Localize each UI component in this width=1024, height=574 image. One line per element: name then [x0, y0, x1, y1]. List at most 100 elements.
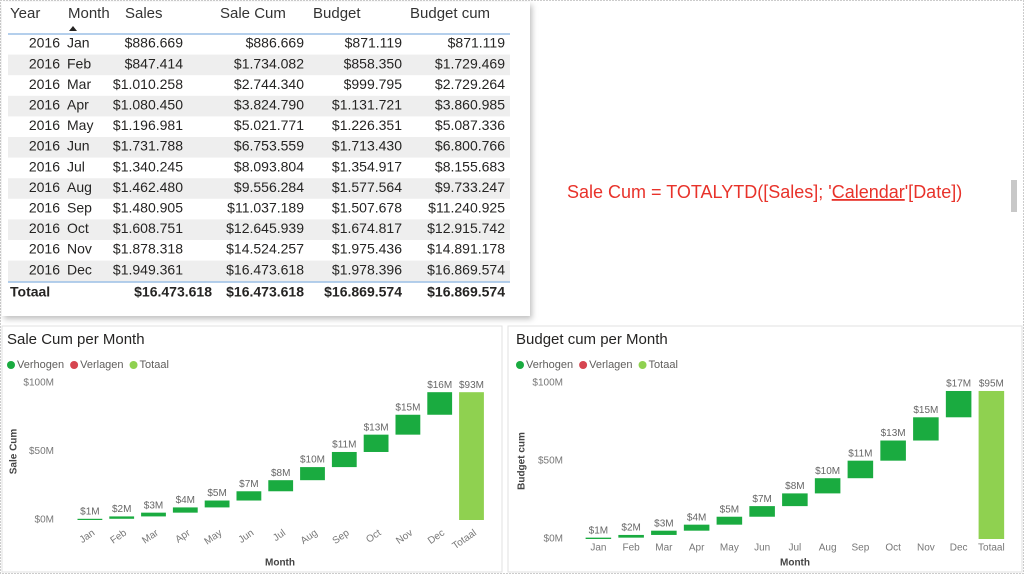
table-cell: May	[67, 117, 93, 133]
sort-arrow	[69, 26, 77, 31]
table-cell: 2016	[29, 200, 60, 216]
y-axis-title: Sale Cum	[9, 429, 20, 475]
legend-label: Verhogen	[526, 359, 573, 371]
waterfall-bar	[913, 417, 939, 441]
waterfall-bar	[363, 434, 389, 452]
data-label: $7M	[239, 479, 258, 490]
x-tick-label: Jan	[590, 543, 606, 554]
table-cell: Mar	[67, 76, 91, 92]
row-stripe	[8, 178, 510, 199]
data-label: $11M	[848, 448, 872, 459]
data-label: $95M	[979, 379, 1004, 390]
legend-marker	[70, 361, 79, 369]
row-stripe	[8, 137, 510, 158]
data-label: $5M	[720, 504, 739, 515]
waterfall-bar	[236, 491, 262, 501]
scrollbar[interactable]	[1011, 180, 1017, 212]
table-cell: $1.131.721	[332, 97, 402, 113]
column-header: Year	[10, 5, 40, 22]
waterfall-bar	[427, 392, 453, 415]
table-cell: $3.860.985	[435, 97, 505, 113]
y-tick-label: $50M	[538, 456, 563, 467]
table-cell: $14.891.178	[427, 241, 505, 257]
data-label: $11M	[332, 440, 356, 451]
legend-label: Verlagen	[80, 359, 123, 371]
column-header: Budget cum	[410, 5, 490, 22]
y-tick-label: $50M	[29, 446, 54, 457]
legend-label: Verhogen	[17, 359, 64, 371]
data-label: $10M	[815, 466, 840, 477]
waterfall-bar	[77, 518, 103, 520]
table-cell: 2016	[29, 76, 60, 92]
table-cell: 2016	[29, 97, 60, 113]
table: Year Month Sales Sale Cum Budget Budget cum 20…	[8, 5, 510, 300]
table-cell: 2016	[29, 35, 60, 51]
table-cell: Jan	[67, 35, 90, 51]
table-cell: $1.080.450	[113, 97, 183, 113]
table-cell: $8.155.683	[435, 158, 505, 174]
left-chart-panel	[1, 325, 503, 573]
table-cell: $12.915.742	[427, 220, 505, 236]
x-tick-label: Jun	[754, 543, 770, 554]
table-cell: 2016	[29, 55, 60, 71]
x-tick-label: Oct	[885, 543, 901, 554]
data-label: $1M	[589, 525, 608, 536]
table-cell: $858.350	[344, 55, 403, 71]
waterfall-bar	[204, 500, 230, 508]
data-label: $4M	[176, 495, 195, 506]
legend-label: Totaal	[140, 359, 169, 371]
table-cell: $1.674.817	[332, 220, 402, 236]
waterfall-bar	[782, 493, 808, 507]
table-cell: $1.340.245	[113, 158, 183, 174]
table-cell: $1.975.436	[332, 241, 402, 257]
table-cell: $5.021.771	[234, 117, 304, 133]
waterfall-bar	[395, 414, 421, 435]
table-cell: $8.093.804	[234, 158, 304, 174]
formula-text: Sale Cum = TOTALYTD([Sales]; 'Calendar'[…	[567, 182, 962, 202]
table-cell: Nov	[67, 241, 92, 257]
waterfall-bar	[651, 530, 677, 535]
table-cell: $1.354.917	[332, 158, 402, 174]
table-cell: $6.753.559	[234, 138, 304, 154]
data-label: $15M	[913, 405, 938, 416]
table-cell: Feb	[67, 55, 91, 71]
column-header: Month	[68, 5, 110, 22]
data-label: $17M	[946, 379, 971, 390]
formula-part: '[Date])	[905, 182, 962, 202]
y-tick-label: $0M	[35, 515, 54, 526]
total-cell: $16.869.574	[427, 284, 505, 300]
waterfall-bar	[331, 451, 357, 468]
y-tick-label: $0M	[544, 534, 563, 545]
legend-marker	[7, 361, 15, 369]
table-cell: $1.226.351	[332, 117, 402, 133]
x-tick-label: Aug	[819, 543, 837, 554]
formula-part: Calendar	[832, 182, 905, 202]
data-label: $15M	[395, 402, 420, 413]
total-bar	[459, 392, 484, 520]
table-cell: Jun	[67, 138, 90, 154]
table-cell: $2.729.264	[435, 76, 505, 92]
table-cell: $886.669	[125, 35, 184, 51]
table-cell: $1.978.396	[332, 261, 402, 277]
row-stripe	[8, 54, 510, 76]
column-header: Sale Cum	[220, 5, 286, 22]
data-label: $1M	[80, 506, 99, 517]
waterfall-bar	[814, 478, 841, 494]
table-cell: $14.524.257	[226, 241, 304, 257]
table-cell: $11.037.189	[227, 200, 304, 216]
chart-title: Sale Cum per Month	[7, 331, 145, 348]
table-cell: $847.414	[125, 55, 184, 71]
x-tick-label: Apr	[689, 543, 705, 554]
column-header: Budget	[313, 5, 361, 22]
waterfall-bar	[880, 440, 906, 461]
waterfall-bar	[300, 467, 325, 481]
table-cell: $9.556.284	[234, 179, 304, 195]
total-cell: $16.473.618	[134, 284, 212, 300]
table-cell: Aug	[67, 179, 92, 195]
row-stripe	[8, 95, 510, 117]
table-cell: Apr	[67, 97, 89, 113]
data-label: $8M	[785, 481, 804, 492]
legend-marker	[579, 361, 588, 369]
